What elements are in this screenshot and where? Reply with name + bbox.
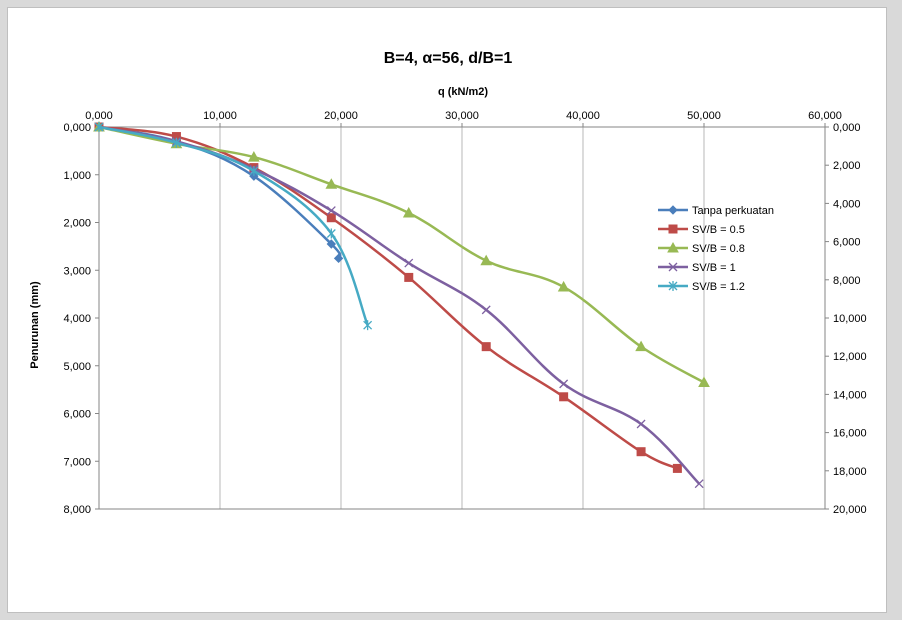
- x-tick-label: 10,000: [203, 110, 237, 122]
- y-left-tick-label: 3,000: [63, 265, 91, 277]
- legend-label: Tanpa perkuatan: [692, 205, 774, 217]
- legend-marker: [668, 281, 678, 291]
- y-left-tick-label: 1,000: [63, 170, 91, 182]
- legend-label: SV/B = 1.2: [692, 281, 745, 293]
- legend-label: SV/B = 0.8: [692, 243, 745, 255]
- legend-item: SV/B = 0.8: [658, 241, 745, 255]
- series-group: [93, 120, 710, 489]
- data-point: [248, 151, 260, 162]
- data-point: [94, 122, 104, 132]
- x-tick-label: 0,000: [85, 110, 113, 122]
- series-line: [98, 125, 678, 470]
- data-point: [326, 239, 337, 249]
- data-point: [333, 253, 344, 264]
- data-point: [636, 447, 646, 457]
- y-left-tick-label: 2,000: [63, 218, 91, 230]
- y-right-tick-label: 14,000: [833, 389, 867, 401]
- data-point: [363, 320, 373, 331]
- x-tick-label: 20,000: [324, 110, 358, 122]
- y-right-tick-label: 0,000: [833, 122, 861, 134]
- data-point: [326, 228, 336, 239]
- series-4: [94, 122, 704, 489]
- legend-item: SV/B = 1: [658, 262, 736, 274]
- series-line: [98, 125, 705, 384]
- data-point: [325, 178, 338, 189]
- data-point: [635, 340, 647, 352]
- legend-label: SV/B = 1: [692, 262, 736, 274]
- chart-title: B=4, α=56, d/B=1: [384, 50, 513, 67]
- data-point: [480, 254, 493, 266]
- data-point: [249, 165, 259, 176]
- x-tick-label: 40,000: [566, 110, 600, 122]
- series-5: [94, 122, 373, 331]
- y-right-tick-label: 4,000: [833, 198, 861, 210]
- data-point: [694, 479, 704, 489]
- data-point: [404, 272, 414, 282]
- y-right-tick-label: 8,000: [833, 275, 861, 287]
- data-point: [559, 379, 569, 389]
- x-tick-label: 60,000: [808, 110, 842, 122]
- y-left-tick-label: 5,000: [63, 361, 91, 373]
- data-point: [672, 463, 682, 473]
- y-right-tick-label: 16,000: [833, 428, 867, 440]
- data-point: [402, 206, 415, 218]
- legend-marker: [668, 262, 678, 272]
- y-right-tick-label: 20,000: [833, 504, 867, 516]
- legend-marker: [667, 241, 679, 253]
- line-chart: B=4, α=56, d/B=1 q (kN/m2) Penurunan (mm…: [29, 50, 867, 516]
- y-right-tick-label: 6,000: [833, 237, 861, 249]
- data-point: [698, 376, 710, 387]
- data-point: [559, 392, 569, 402]
- chart-area: B=4, α=56, d/B=1 q (kN/m2) Penurunan (mm…: [7, 7, 887, 613]
- y-axis-title: Penurunan (mm): [29, 281, 41, 369]
- y-left-tick-label: 4,000: [63, 313, 91, 325]
- tick-labels: 0,000 10,000 20,000 30,000 40,000 50,000 60,00…: [63, 110, 866, 516]
- x-tick-label: 30,000: [445, 110, 479, 122]
- legend-marker: [668, 205, 678, 215]
- y-left-tick-label: 8,000: [63, 504, 91, 516]
- legend-label: SV/B = 0.5: [692, 224, 745, 236]
- y-left-tick-label: 7,000: [63, 456, 91, 468]
- legend-item: SV/B = 1.2: [658, 281, 745, 293]
- series-line: [98, 125, 369, 326]
- data-point: [404, 258, 414, 268]
- legend: Tanpa perkuatan SV/B = 0.5 SV/B = 0.8 SV/B …: [658, 205, 774, 293]
- series-1: [94, 122, 344, 264]
- y-right-tick-label: 12,000: [833, 351, 867, 363]
- series-3: [93, 120, 710, 387]
- y-right-tick-label: 18,000: [833, 466, 867, 478]
- y-right-tick-label: 2,000: [833, 160, 861, 172]
- data-point: [249, 171, 259, 181]
- data-point: [171, 137, 181, 148]
- axes: [95, 123, 829, 510]
- y-left-tick-label: 6,000: [63, 409, 91, 421]
- data-point: [326, 213, 336, 223]
- x-axis-title: q (kN/m2): [438, 86, 488, 98]
- data-point: [326, 206, 336, 216]
- legend-marker: [668, 224, 678, 234]
- y-right-tick-label: 10,000: [833, 313, 867, 325]
- data-point: [481, 305, 491, 315]
- y-left-tick-label: 0,000: [63, 122, 91, 134]
- legend-item: SV/B = 0.5: [658, 224, 745, 236]
- data-point: [557, 280, 570, 292]
- legend-item: Tanpa perkuatan: [658, 205, 774, 217]
- gridlines: [98, 127, 826, 509]
- data-point: [481, 342, 491, 352]
- x-tick-label: 50,000: [687, 110, 721, 122]
- series-2: [94, 122, 682, 473]
- data-point: [636, 419, 646, 429]
